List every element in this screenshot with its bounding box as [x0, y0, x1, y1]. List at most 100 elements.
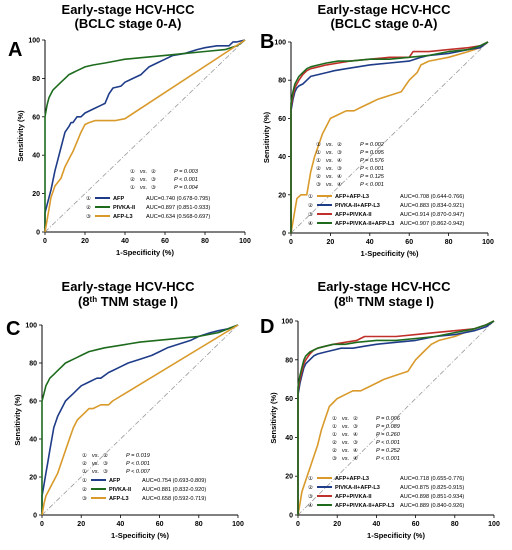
- roc-chart-b: Early-stage HCV-HCC(BCLC stage 0-A) B 0 20 4…: [260, 2, 494, 258]
- chart-subtitle: (BCLC stage 0-A): [331, 16, 438, 31]
- subtitle-superscript: th: [90, 295, 98, 304]
- reference-diagonal: [44, 39, 246, 233]
- legend-auc: AUC=0.708 (0.644-0.766): [400, 194, 464, 200]
- comparison-p: P = 0.576: [360, 158, 385, 164]
- roc-chart-d: Early-stage HCV-HCC(8th TNM stage I) D 0 20…: [260, 279, 500, 540]
- legend-name: AFP-L3: [113, 214, 133, 220]
- legend-name: AFP+PIVKA-II: [335, 212, 372, 218]
- x-tick-label: 40: [117, 521, 125, 528]
- subtitle-superscript: th: [346, 295, 354, 304]
- panel-letter: D: [260, 316, 274, 338]
- legend-number: ①: [86, 195, 91, 202]
- legend-name: AFP+AFP-L3: [335, 476, 369, 482]
- comparison-a: ③: [316, 181, 321, 188]
- comparison-vs: vs.: [326, 158, 333, 164]
- x-tick-label: 20: [77, 521, 85, 528]
- legend-auc: AUC=0.881 (0.832-0.920): [142, 487, 206, 493]
- y-tick-label: 0: [282, 231, 286, 238]
- legend-name: AFP+AFP-L3: [335, 194, 369, 200]
- y-tick-label: 100: [25, 323, 37, 330]
- x-tick-label: 80: [445, 239, 453, 246]
- roc-curve-2: [297, 320, 495, 515]
- chart-title: Early-stage HCV-HCC: [62, 2, 196, 17]
- legend-auc: AUC=0.740 (0.678-0.795): [146, 196, 210, 202]
- x-tick-label: 80: [201, 238, 209, 245]
- comparison-a: ①: [316, 141, 321, 148]
- chart-title: Early-stage HCV-HCC: [318, 279, 452, 294]
- comparison-vs: vs.: [342, 424, 349, 430]
- legend-number: ④: [308, 220, 313, 227]
- x-axis-label: 1-Specificity (%): [111, 531, 169, 540]
- comparison-b: ④: [353, 455, 358, 462]
- legend-name: AFP+PIVKA-II+AFP-L3: [335, 503, 394, 509]
- y-tick-label: 0: [289, 513, 293, 520]
- legend-auc: AUC=0.907 (0.862-0.942): [400, 221, 464, 227]
- comparison-b: ③: [337, 149, 342, 156]
- roc-curve-4: [290, 41, 489, 233]
- legend-name: AFP+PIVKA-II: [335, 494, 372, 500]
- comparison-b: ③: [353, 439, 358, 446]
- panel-b: Early-stage HCV-HCC (BCLC stage 0-A) B 0 20 4…: [256, 0, 512, 275]
- x-tick-label: 100: [488, 521, 500, 528]
- legend-auc: AUC=0.914 (0.870-0.947): [400, 212, 464, 218]
- comparison-b: ②: [353, 415, 358, 422]
- comparison-vs: vs.: [92, 469, 99, 475]
- comparison-vs: vs.: [342, 432, 349, 438]
- panel-letter: A: [8, 39, 22, 61]
- comparison-a: ③: [332, 455, 337, 462]
- x-tick-label: 0: [43, 238, 47, 245]
- x-tick-label: 40: [373, 521, 381, 528]
- x-tick-label: 40: [121, 238, 129, 245]
- reference-diagonal: [41, 324, 239, 516]
- roc-chart-c: Early-stage HCV-HCC(8th TNM stage I) C 0 20…: [6, 279, 244, 540]
- comparison-p: P < 0.007: [126, 469, 151, 475]
- comparison-a: ①: [130, 168, 135, 175]
- panel-letter: B: [260, 31, 274, 53]
- comparison-a: ①: [82, 452, 87, 459]
- y-tick-label: 60: [285, 396, 293, 403]
- x-tick-label: 40: [366, 239, 374, 246]
- y-tick-label: 100: [28, 38, 40, 45]
- x-axis-label: 1-Specificity (%): [116, 248, 174, 257]
- x-tick-label: 20: [333, 521, 341, 528]
- legend-number: ②: [82, 486, 87, 493]
- comparison-p: P < 0.001: [376, 456, 400, 462]
- legend-number: ①: [308, 193, 313, 200]
- subtitle-rest: TNM stage I): [97, 294, 178, 309]
- legend-auc: AUC=0.889 (0.840-0.926): [400, 503, 464, 509]
- roc-curve-3: [41, 324, 239, 516]
- legend-number: ③: [86, 213, 91, 220]
- comparison-b: ③: [353, 423, 358, 430]
- comparison-vs: vs.: [342, 440, 349, 446]
- comparison-a: ①: [316, 157, 321, 164]
- comparison-p: P = 0.089: [376, 424, 400, 430]
- comparison-vs: vs.: [92, 453, 99, 459]
- x-tick-label: 100: [239, 238, 251, 245]
- comparison-vs: vs.: [140, 169, 147, 175]
- legend-number: ①: [308, 475, 313, 482]
- y-tick-label: 40: [285, 435, 293, 442]
- subtitle-main: (8: [334, 294, 346, 309]
- x-tick-label: 60: [412, 521, 420, 528]
- comparison-p: P = 0.002: [360, 142, 385, 148]
- comparison-p: P = 0.003: [174, 169, 199, 175]
- comparison-vs: vs.: [326, 150, 333, 156]
- comparison-vs: vs.: [140, 185, 147, 191]
- roc-curve-2: [44, 39, 246, 232]
- comparison-a: ①: [82, 468, 87, 475]
- legend-name: PIVKA-II: [113, 205, 136, 211]
- comparison-p: P = 0.006: [376, 416, 401, 422]
- legend-number: ②: [308, 484, 313, 491]
- legend-number: ③: [308, 493, 313, 500]
- y-axis-label: Sensitivity (%): [13, 394, 22, 446]
- x-tick-label: 100: [482, 239, 494, 246]
- legend-name: PIVKA-II: [109, 487, 132, 493]
- panel-letter: C: [6, 318, 20, 340]
- y-tick-label: 100: [274, 40, 286, 47]
- comparison-a: ②: [82, 460, 87, 467]
- comparison-p: P < 0.001: [360, 182, 384, 188]
- legend-name: PIVKA-II+AFP-L3: [335, 485, 380, 491]
- legend-auc: AUC=0.897 (0.851-0.933): [146, 205, 210, 211]
- x-tick-label: 0: [289, 239, 293, 246]
- legend-number: ②: [308, 202, 313, 209]
